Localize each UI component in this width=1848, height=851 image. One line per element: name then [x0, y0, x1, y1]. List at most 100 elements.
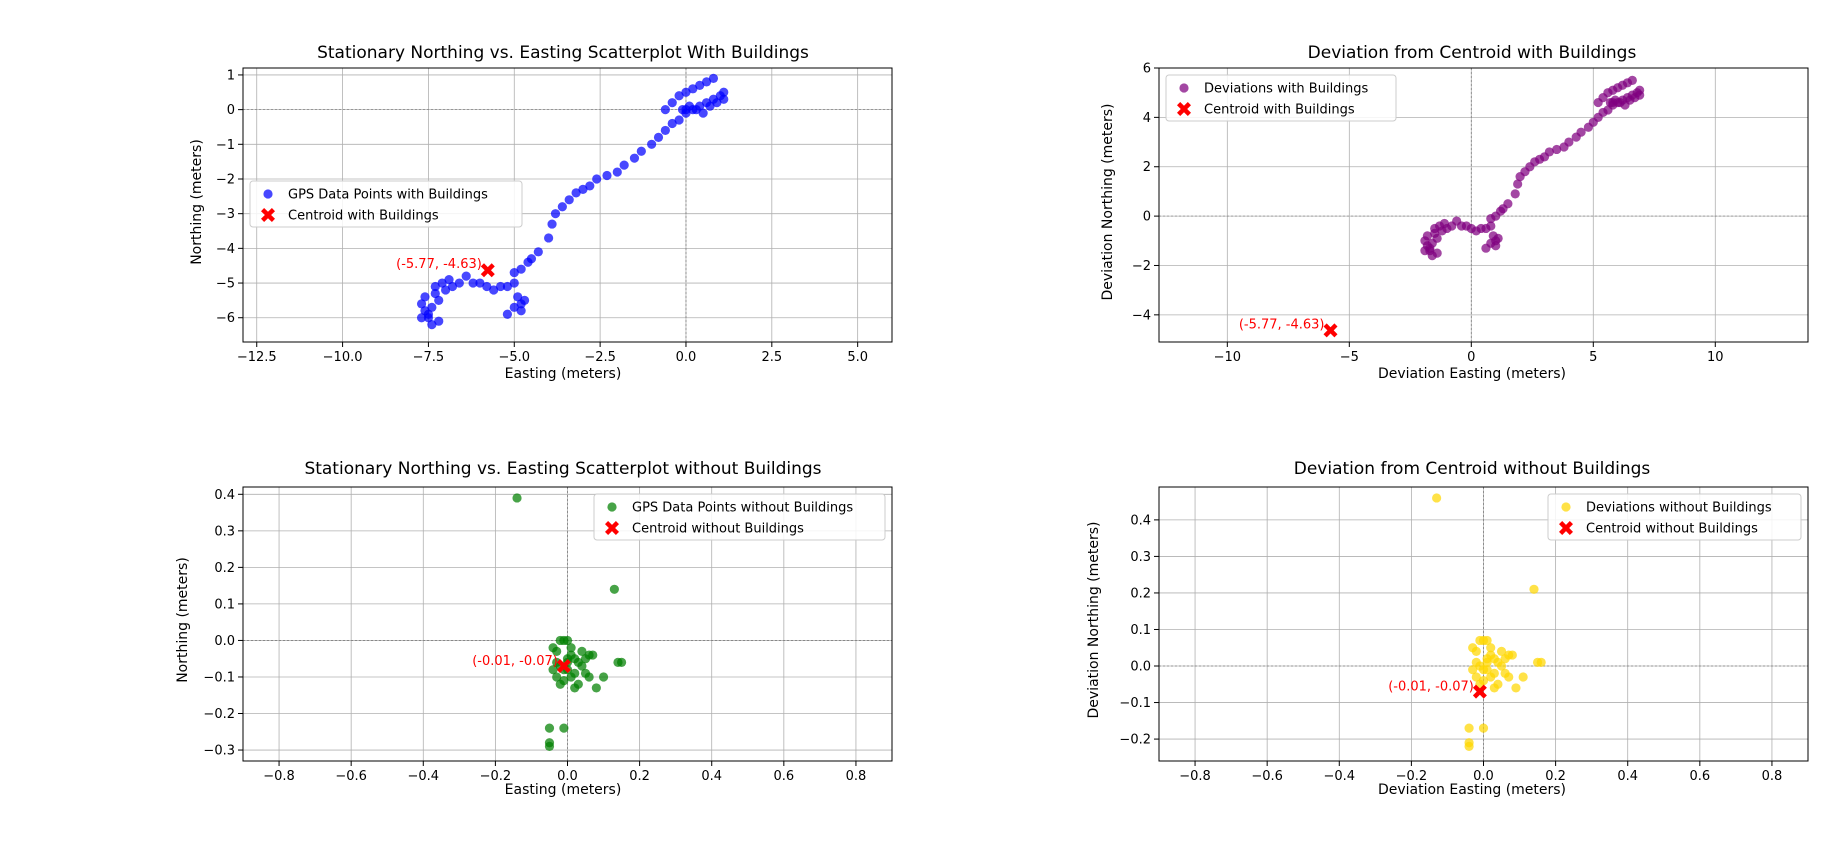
x-tick-label: 0.6 — [773, 769, 794, 784]
y-tick-label: 0.2 — [214, 561, 235, 576]
x-axis-label: Easting (meters) — [505, 366, 622, 382]
y-tick-label: −0.3 — [203, 744, 235, 759]
y-tick-label: −0.2 — [1119, 733, 1151, 748]
y-tick-label: 0 — [227, 103, 235, 118]
data-point — [509, 278, 519, 288]
legend-marker-points — [1179, 83, 1189, 93]
x-tick-label: 0.0 — [557, 769, 578, 784]
axes-frame — [1158, 67, 1809, 343]
plot-with-buildings: Stationary Northing vs. Easting Scatterp… — [189, 43, 893, 382]
legend-marker-points — [263, 189, 273, 199]
data-point — [681, 105, 691, 115]
data-point — [1493, 233, 1503, 243]
data-point — [1471, 672, 1481, 682]
y-tick-label: 0.0 — [1130, 660, 1151, 675]
data-point — [1507, 650, 1517, 660]
x-axis-label: Easting (meters) — [505, 782, 622, 798]
data-point — [681, 87, 691, 97]
data-point — [555, 679, 565, 689]
data-point — [1627, 75, 1637, 85]
data-point — [447, 281, 458, 292]
x-tick-label: 0.0 — [1473, 769, 1494, 784]
centroid-marker — [480, 263, 495, 278]
x-tick-label: 0.2 — [1545, 769, 1566, 784]
y-tick-label: 0.4 — [214, 488, 235, 503]
data-point — [591, 683, 601, 693]
x-tick-label: −0.8 — [1179, 769, 1211, 784]
data-point — [1489, 683, 1499, 693]
y-axis-label: Northing (meters) — [175, 557, 191, 683]
data-point — [1468, 665, 1478, 675]
x-tick-label: −0.6 — [1251, 769, 1283, 784]
x-tick-label: 5.0 — [847, 350, 868, 365]
x-tick-label: 0.8 — [1762, 769, 1783, 784]
legend: GPS Data Points without Buildings Centroi… — [593, 493, 886, 541]
legend-label: Centroid without Buildings — [632, 522, 804, 537]
data-point — [1471, 646, 1481, 657]
data-point — [1486, 643, 1496, 653]
legend-box — [1165, 74, 1397, 122]
data-point — [444, 274, 454, 285]
data-point — [667, 98, 677, 108]
data-point — [698, 108, 708, 118]
x-tick-label: −0.6 — [335, 769, 367, 784]
x-tick-label: 0.4 — [701, 769, 722, 784]
y-tick-label: −1 — [216, 138, 235, 153]
centroid-marker — [556, 659, 571, 673]
data-point — [719, 87, 729, 97]
data-point — [562, 635, 573, 646]
data-point — [1486, 221, 1496, 231]
data-point — [570, 683, 580, 693]
legend-marker-centroid — [261, 208, 275, 222]
data-point — [475, 278, 485, 288]
y-axis-label: Northing (meters) — [189, 139, 205, 265]
plot-title: Stationary Northing vs. Easting Scatterp… — [317, 43, 809, 63]
legend-marker-points — [1561, 502, 1571, 512]
y-tick-label: −2 — [216, 172, 235, 187]
x-tick-label: −0.4 — [407, 769, 439, 784]
data-point — [516, 306, 526, 316]
data-point — [420, 292, 430, 302]
data-point — [1511, 683, 1521, 693]
data-point — [1420, 246, 1430, 256]
x-axis-label: Deviation Easting (meters) — [1378, 366, 1566, 382]
x-tick-label: −0.8 — [263, 769, 295, 784]
data-point — [701, 77, 712, 87]
data-point — [1518, 672, 1528, 682]
y-tick-label: 0 — [1143, 210, 1151, 225]
data-point — [423, 309, 434, 319]
data-point — [612, 167, 622, 177]
x-tick-label: 0.2 — [629, 769, 650, 784]
data-point — [516, 264, 526, 274]
data-point — [1504, 672, 1514, 682]
data-point — [1608, 97, 1618, 108]
axes-frame — [1158, 486, 1809, 762]
y-tick-label: −0.1 — [203, 670, 235, 685]
axes-frame — [242, 486, 893, 762]
data-point — [712, 98, 722, 108]
plot-title: Deviation from Centroid without Building… — [1294, 459, 1651, 479]
data-point — [1576, 127, 1586, 137]
x-tick-label: −10.0 — [323, 350, 363, 365]
y-tick-label: 2 — [1143, 160, 1151, 175]
centroid-marker — [1323, 323, 1338, 338]
x-tick-label: −7.5 — [413, 350, 445, 365]
data-point — [1496, 661, 1507, 671]
y-tick-label: −4 — [216, 242, 235, 257]
x-tick-label: 0.0 — [676, 350, 697, 365]
data-point — [1564, 137, 1574, 147]
y-tick-label: −4 — [1132, 308, 1151, 323]
x-tick-label: −5.0 — [498, 350, 530, 365]
data-point — [609, 584, 619, 594]
data-point — [602, 170, 612, 181]
data-point — [705, 101, 715, 111]
data-point — [1486, 672, 1496, 682]
legend-marker-points — [607, 502, 617, 512]
data-point — [1482, 654, 1492, 664]
data-point — [1464, 723, 1474, 733]
data-point — [1635, 90, 1645, 100]
data-point — [578, 184, 588, 194]
data-point — [1496, 646, 1507, 657]
y-axis-label: Deviation Northing (meters) — [1100, 104, 1116, 301]
x-tick-label: −0.2 — [480, 769, 512, 784]
